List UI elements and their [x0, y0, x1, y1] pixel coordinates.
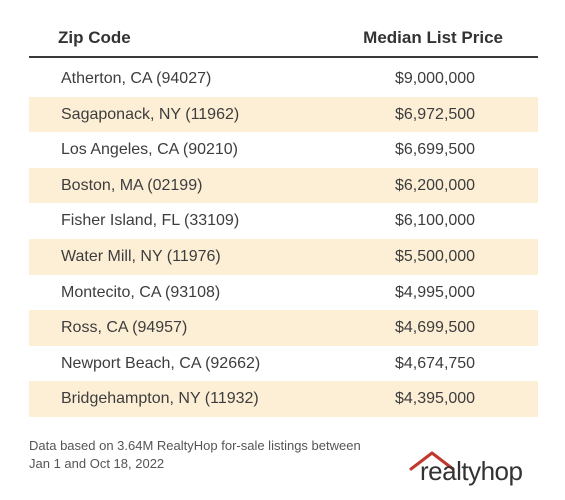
realtyhop-logo: realtyhop	[408, 447, 543, 487]
zip-code-cell: Bridgehampton, NY (11932)	[61, 390, 259, 408]
median-list-price-cell: $6,972,500	[395, 105, 476, 123]
footnote-line-2: Jan 1 and Oct 18, 2022	[29, 456, 165, 471]
zip-code-cell: Atherton, CA (94027)	[61, 70, 212, 87]
table-row: Boston, MA (02199) $6,200,000	[29, 167, 538, 204]
zip-code-cell: Fisher Island, FL (33109)	[61, 212, 240, 230]
table-row: Sagaponack, NY (11962) $6,972,500	[29, 96, 538, 133]
zip-code-cell: Sagaponack, NY (11962)	[61, 105, 240, 123]
house-roof-icon	[409, 451, 455, 471]
table-row: Atherton, CA (94027) $9,000,000	[29, 61, 538, 97]
table-row: Fisher Island, FL (33109) $6,100,000	[29, 203, 538, 239]
median-list-price-cell: $4,699,500	[395, 319, 476, 337]
column-header-median-list-price: Median List Price	[363, 28, 503, 47]
footnote: Data based on 3.64M RealtyHop for-sale l…	[29, 437, 409, 473]
footnote-line-1: Data based on 3.64M RealtyHop for-sale l…	[29, 438, 361, 453]
median-list-price-cell: $5,500,000	[395, 247, 476, 265]
table-row: Newport Beach, CA (92662) $4,674,750	[29, 346, 538, 382]
zip-code-cell: Boston, MA (02199)	[61, 176, 203, 194]
median-list-price-cell: $6,100,000	[395, 212, 476, 230]
median-list-price-cell: $9,000,000	[395, 70, 476, 87]
table-row: Water Mill, NY (11976) $5,500,000	[29, 238, 538, 275]
table-header: Zip Code Median List Price	[29, 24, 538, 58]
zip-code-cell: Ross, CA (94957)	[61, 319, 188, 337]
zip-code-cell: Newport Beach, CA (92662)	[61, 354, 261, 372]
median-list-price-cell: $4,674,750	[395, 354, 476, 372]
table-row: Los Angeles, CA (90210) $6,699,500	[29, 132, 538, 168]
median-list-price-cell: $6,200,000	[395, 176, 476, 194]
table-row: Ross, CA (94957) $4,699,500	[29, 310, 538, 346]
logo-wordmark: realtyhop	[420, 456, 523, 486]
table-row: Bridgehampton, NY (11932) $4,395,000	[29, 381, 538, 417]
zip-code-cell: Los Angeles, CA (90210)	[61, 141, 239, 159]
median-list-price-cell: $6,699,500	[395, 141, 476, 159]
median-list-price-cell: $4,395,000	[395, 390, 476, 408]
table-row: Montecito, CA (93108) $4,995,000	[29, 275, 538, 311]
zip-code-cell: Montecito, CA (93108)	[61, 283, 221, 301]
median-list-price-cell: $4,995,000	[395, 283, 476, 301]
table-body: Atherton, CA (94027) $9,000,000 Sagaponack…	[29, 61, 538, 417]
zip-code-cell: Water Mill, NY (11976)	[61, 247, 221, 265]
column-header-zip-code: Zip Code	[58, 28, 131, 47]
